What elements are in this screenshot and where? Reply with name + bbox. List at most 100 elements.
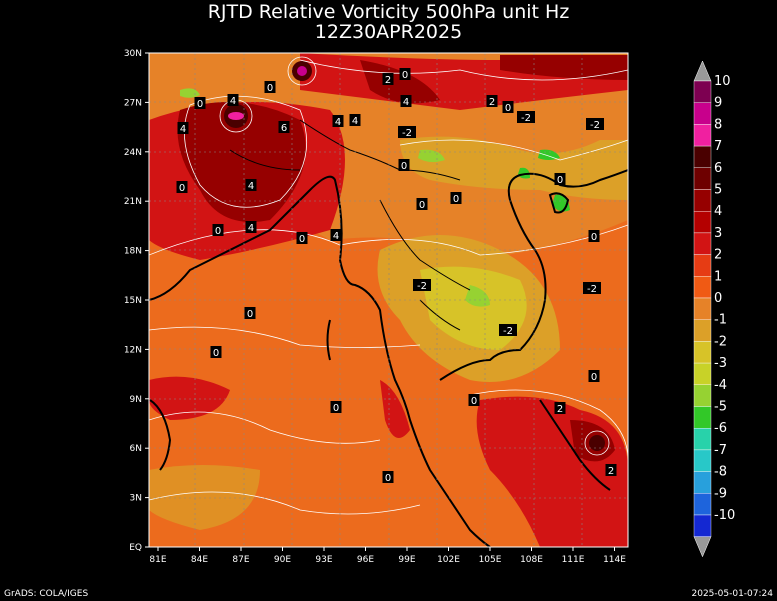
contour-label-bg (210, 346, 222, 358)
contour-label-bg (416, 198, 428, 210)
colorbar-label: 6 (714, 161, 722, 176)
vorticity-field (149, 53, 628, 547)
lat-label: 21N (124, 197, 142, 207)
contour-label: 6 (281, 123, 287, 134)
contour-label: 4 (403, 97, 409, 108)
contour-label: 0 (267, 83, 273, 94)
colorbar-label: -3 (714, 356, 727, 371)
colorbar-label: 8 (714, 117, 722, 132)
contour-label: -2 (417, 281, 427, 292)
lat-label: 27N (124, 98, 142, 108)
contour-label: 0 (215, 226, 221, 237)
colorbar-label: -1 (714, 313, 727, 328)
lon-label: 108E (520, 555, 543, 565)
contour-label-bg (468, 394, 480, 406)
contour-label: 2 (385, 75, 391, 86)
contour-label: 4 (248, 223, 254, 234)
footer-timestamp: 2025-05-01-07:24 (691, 589, 774, 599)
colorbar-swatch (693, 362, 712, 386)
contour-label-bg (450, 192, 462, 204)
colorbar-swatch (693, 428, 712, 451)
colorbar-label: -5 (714, 400, 727, 415)
contour-label-bg (605, 464, 617, 476)
colorbar-swatch (693, 124, 712, 147)
lat-label: 6N (130, 444, 142, 454)
contour-label-bg (554, 173, 566, 185)
colorbar-top-arrow (693, 60, 712, 82)
colorbar-label: -8 (714, 465, 727, 480)
contour-label-bg (330, 229, 342, 241)
colorbar-swatch (693, 189, 712, 212)
colorbar-label: -9 (714, 486, 727, 501)
colorbar-swatch (693, 276, 712, 299)
longitude-axis: 81E 84E 87E 90E 93E 96E 99E 102E 105E 108E 111E 114… (149, 547, 626, 565)
contour-label-bg (245, 179, 257, 191)
contour-label: 4 (230, 96, 236, 107)
lon-label: 105E (479, 555, 502, 565)
contour-label-bg (588, 230, 600, 242)
contour-label: 4 (352, 116, 358, 127)
contour-label-bg (499, 324, 517, 336)
contour-label-bg (399, 68, 411, 80)
colorbar-label: 2 (714, 248, 722, 263)
contour-label: 2 (489, 97, 495, 108)
colorbar-swatch (693, 406, 712, 429)
colorbar-swatch (693, 297, 712, 320)
lon-label: 111E (562, 555, 585, 565)
contour-label-bg (264, 81, 276, 93)
contour-label: 4 (248, 181, 254, 192)
colorbar-swatch (693, 80, 712, 103)
contour-label: 0 (299, 234, 305, 245)
contour-label-bg (588, 370, 600, 382)
colorbar-swatch (693, 449, 712, 472)
contour-label: 2 (557, 404, 563, 415)
lon-label: 90E (274, 555, 291, 565)
contour-label-bg (413, 279, 431, 291)
colorbar-label: -6 (714, 421, 727, 436)
colorbar-swatch (693, 319, 712, 342)
colorbar-swatch (693, 232, 712, 255)
contour-label-bg (194, 97, 206, 109)
contour-label: 0 (419, 200, 425, 211)
contour-label-bg (227, 94, 239, 106)
lon-label: 81E (149, 555, 166, 565)
contour-label-bg (349, 114, 361, 126)
contour-label: 4 (335, 117, 341, 128)
contour-label-bg (502, 101, 514, 113)
colorbar-label: 0 (714, 291, 722, 306)
colorbar-swatch (693, 384, 712, 407)
contour-label: 0 (402, 70, 408, 81)
latitude-axis: 30N 27N 24N 21N 18N 15N 12N 9N 6N 3N EQ (124, 49, 149, 553)
contour-label: 0 (213, 348, 219, 359)
contour-label-bg (486, 95, 498, 107)
lat-label: 30N (124, 49, 142, 59)
colorbar-swatch (693, 514, 712, 537)
lon-label: 84E (191, 555, 208, 565)
contour-label-bg (244, 307, 256, 319)
contour-label-bg (398, 159, 410, 171)
contour-label: -2 (402, 128, 412, 139)
lat-label: 15N (124, 296, 142, 306)
contour-label-bg (382, 73, 394, 85)
colorbar-label: 3 (714, 226, 722, 241)
contour-label-bg (398, 126, 416, 138)
colorbar-label: 1 (714, 269, 722, 284)
colorbar-label: 5 (714, 183, 722, 198)
colorbar-swatch (693, 471, 712, 494)
contour-label: 4 (180, 124, 186, 135)
colorbar-label: -7 (714, 443, 727, 458)
lon-label: 102E (437, 555, 460, 565)
contour-label: 0 (197, 99, 203, 110)
colorbar-swatch (693, 102, 712, 125)
contour-label-bg (554, 402, 566, 414)
lat-label: 12N (124, 345, 142, 355)
colorbar-label: 4 (714, 204, 722, 219)
contour-label: -2 (521, 113, 531, 124)
colorbar-label: -2 (714, 334, 727, 349)
lat-label: EQ (129, 543, 142, 553)
contour-label-bg (176, 181, 188, 193)
lat-label: 9N (130, 395, 142, 405)
contour-label: 4 (333, 231, 339, 242)
